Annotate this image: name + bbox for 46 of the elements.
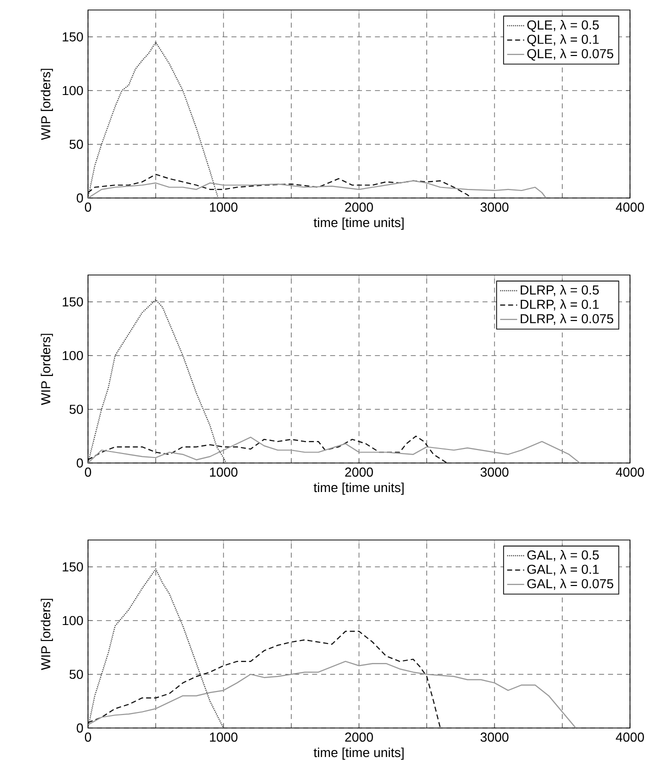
y-tick-label: 0 [76, 458, 83, 468]
x-tick-label: 1000 [210, 468, 238, 477]
y-axis-title: WIP [orders] [40, 598, 53, 670]
y-axis-title: WIP [orders] [40, 68, 53, 140]
y-tick-label: 0 [76, 193, 83, 203]
x-tick-label: 2000 [345, 202, 373, 212]
y-tick-label: 150 [62, 32, 83, 42]
x-tick-label: 1000 [210, 732, 238, 742]
y-tick-label: 150 [62, 562, 83, 572]
x-tick-label: 0 [84, 202, 92, 212]
y-tick-label: 100 [62, 616, 83, 626]
legend-label: GAL, λ = 0.5 [527, 550, 599, 562]
line-series [88, 568, 224, 728]
y-tick-label: 50 [70, 404, 83, 414]
line-series [88, 299, 227, 464]
y-tick-label: 100 [62, 86, 83, 96]
x-tick-label: 3000 [480, 732, 508, 742]
x-axis-title: time [time units] [314, 748, 404, 760]
x-tick-label: 1000 [210, 202, 238, 212]
y-tick-label: 100 [62, 350, 83, 360]
legend-label: QLE, λ = 0.5 [527, 20, 599, 32]
legend-label: QLE, λ = 0.075 [527, 48, 614, 61]
x-axis-title: time [time units] [314, 482, 404, 495]
y-axis-title: WIP [orders] [40, 334, 53, 406]
x-tick-label: 4000 [616, 732, 644, 742]
legend-label: GAL, λ = 0.075 [527, 578, 614, 590]
y-tick-label: 150 [62, 297, 83, 306]
legend-label: GAL, λ = 0.1 [527, 564, 599, 576]
legend-label: DLRP, λ = 0.1 [520, 299, 599, 310]
x-tick-label: 3000 [480, 468, 508, 477]
legend-label: QLE, λ = 0.1 [527, 34, 599, 46]
y-tick-label: 0 [76, 723, 83, 733]
x-tick-label: 4000 [616, 202, 644, 212]
x-tick-label: 0 [84, 732, 92, 742]
line-series [88, 180, 547, 198]
x-tick-label: 2000 [345, 732, 373, 742]
x-tick-label: 0 [84, 468, 92, 477]
y-tick-label: 50 [70, 140, 83, 149]
x-tick-label: 2000 [345, 468, 373, 477]
y-tick-label: 50 [70, 670, 83, 679]
x-axis-title: time [time units] [314, 218, 404, 230]
x-tick-label: 4000 [616, 468, 644, 477]
legend-label: DLRP, λ = 0.075 [520, 314, 614, 325]
legend-label: DLRP, λ = 0.5 [520, 285, 599, 296]
line-series [88, 42, 219, 198]
x-tick-label: 3000 [480, 202, 508, 212]
